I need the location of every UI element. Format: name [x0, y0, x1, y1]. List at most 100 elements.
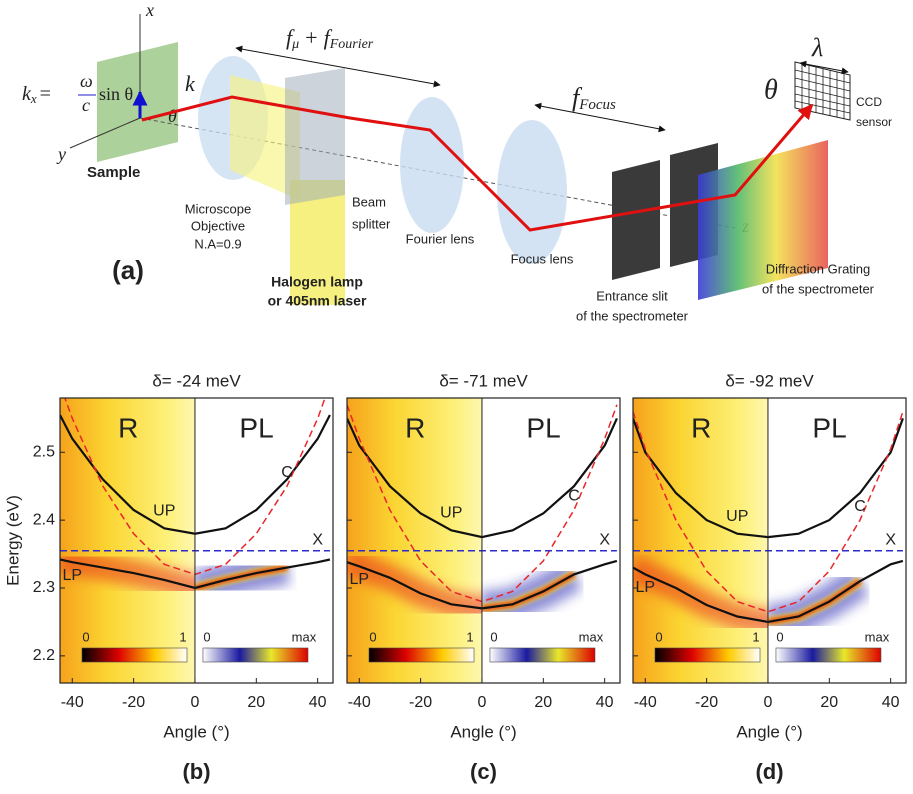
plot-frame	[632, 397, 907, 684]
colorbar-label: 1	[179, 629, 186, 644]
grating	[698, 140, 828, 300]
x-tick-label: -40	[634, 694, 657, 711]
chart-panel: UP LP C X R PL 0 1 0 max -40 -20 0 20 40 Angle (°) δ= -9…	[632, 371, 907, 784]
region-label: PL	[526, 412, 560, 443]
x-tick-label: 0	[478, 694, 487, 711]
colorbar-label: 1	[752, 629, 759, 644]
panel-label: (a)	[112, 255, 144, 285]
setup-diagram: x y z kx= ω c sin θ k θ fμ+fFourier fFoc…	[22, 0, 892, 323]
colorbar-label: 1	[466, 629, 473, 644]
k-vector: k	[185, 71, 196, 96]
focus-lens-label: Focus lens	[511, 251, 574, 266]
slit-blade	[612, 160, 660, 280]
objective-label: Objective	[191, 218, 245, 233]
x-axis-label: Angle (°)	[163, 722, 229, 741]
colorbar	[775, 647, 882, 663]
curve-label: LP	[635, 579, 655, 596]
colorbar-label: max	[865, 629, 890, 644]
x-tick-label: 40	[309, 694, 327, 711]
y-tick-label: 2.5	[33, 444, 55, 461]
x-axis-label: Angle (°)	[450, 722, 516, 741]
grating-label: of the spectrometer	[762, 281, 875, 296]
pl-map	[481, 398, 620, 683]
splitter-label: splitter	[352, 216, 391, 231]
panel-label: (c)	[470, 759, 497, 784]
curve	[633, 411, 904, 613]
x-tick-label: 40	[882, 694, 900, 711]
colorbar	[368, 647, 475, 663]
f-mu-arrow	[235, 45, 441, 88]
objective-label: N.A=0.9	[194, 236, 241, 251]
kx-formula: kx =	[22, 83, 51, 106]
plot-frame	[59, 397, 334, 684]
region-label: R	[118, 412, 138, 443]
curve-label: X	[599, 532, 610, 549]
y-tick-label: 2.4	[33, 511, 55, 528]
colorbar	[654, 647, 761, 663]
f-focus-label: fFocus	[572, 83, 616, 113]
grating-label: Diffraction Grating	[766, 261, 871, 276]
colorbar-label: 0	[82, 629, 89, 644]
curve-label: X	[312, 532, 323, 549]
chart-panel: UP LP C X R PL 0 1 0 max -40 -20 0 20 40 Angle (°) δ= -7…	[346, 371, 621, 784]
ccd-label: CCD	[856, 95, 882, 109]
kx-sin: sin θ	[99, 84, 133, 104]
x-tick-label: 0	[764, 694, 773, 711]
x-tick-label: 40	[596, 694, 614, 711]
kx-denominator: c	[82, 95, 90, 115]
theta-in: θ	[168, 106, 177, 126]
axis-x-label: x	[145, 0, 154, 20]
curve-label: UP	[440, 505, 462, 522]
focus-lens	[497, 120, 567, 264]
lamp-label: Halogen lamp	[271, 274, 363, 290]
colorbar	[202, 647, 309, 663]
sample-label: Sample	[87, 164, 140, 181]
region-label: R	[405, 412, 425, 443]
slit-label: of the spectrometer	[576, 308, 689, 323]
plot-frame	[346, 397, 621, 684]
x-tick-label: -40	[348, 694, 371, 711]
colorbar-label: 0	[655, 629, 662, 644]
x-tick-label: 20	[820, 694, 838, 711]
fourier-lens-label: Fourier lens	[406, 231, 475, 246]
colorbar-label: max	[579, 629, 604, 644]
curve-label: LP	[349, 571, 369, 588]
reflectance-map	[60, 398, 195, 683]
colorbar	[489, 647, 596, 663]
kx-numerator: ω	[80, 71, 93, 91]
curve-label: C	[854, 498, 866, 515]
splitter-label: Beam	[352, 194, 386, 209]
x-tick-label: -40	[61, 694, 84, 711]
y-tick-label: 2.2	[33, 647, 55, 664]
colorbar-label: max	[292, 629, 317, 644]
axis-y	[69, 117, 141, 149]
axis-y-label: y	[56, 144, 66, 164]
x-tick-label: 20	[534, 694, 552, 711]
x-tick-label: 20	[247, 694, 265, 711]
beam-splitter	[285, 68, 345, 205]
curve-label: LP	[62, 567, 82, 584]
x-axis-label: Angle (°)	[736, 722, 802, 741]
reflectance-map	[633, 398, 768, 683]
lamp-label: or 405nm laser	[268, 293, 367, 309]
chart-title: δ= -24 meV	[152, 371, 241, 390]
slit-label: Entrance slit	[596, 288, 668, 303]
ccd-label: sensor	[856, 115, 892, 129]
region-label: PL	[812, 412, 846, 443]
lambda: λ	[811, 33, 823, 62]
curve-label: UP	[726, 508, 748, 525]
colorbar	[81, 647, 188, 663]
reflectance-map	[347, 398, 482, 683]
y-axis-label: Energy (eV)	[3, 495, 22, 586]
fourier-lens	[400, 97, 464, 233]
chart-title: δ= -71 meV	[439, 371, 528, 390]
curve-label: C	[281, 464, 293, 481]
region-label: R	[691, 412, 711, 443]
x-tick-label: -20	[122, 694, 145, 711]
chart-title: δ= -92 meV	[725, 371, 814, 390]
pl-map	[194, 398, 333, 683]
y-tick-label: 2.3	[33, 579, 55, 596]
panel-label: (b)	[182, 759, 210, 784]
colorbar-label: 0	[203, 629, 210, 644]
light-path	[141, 95, 814, 232]
